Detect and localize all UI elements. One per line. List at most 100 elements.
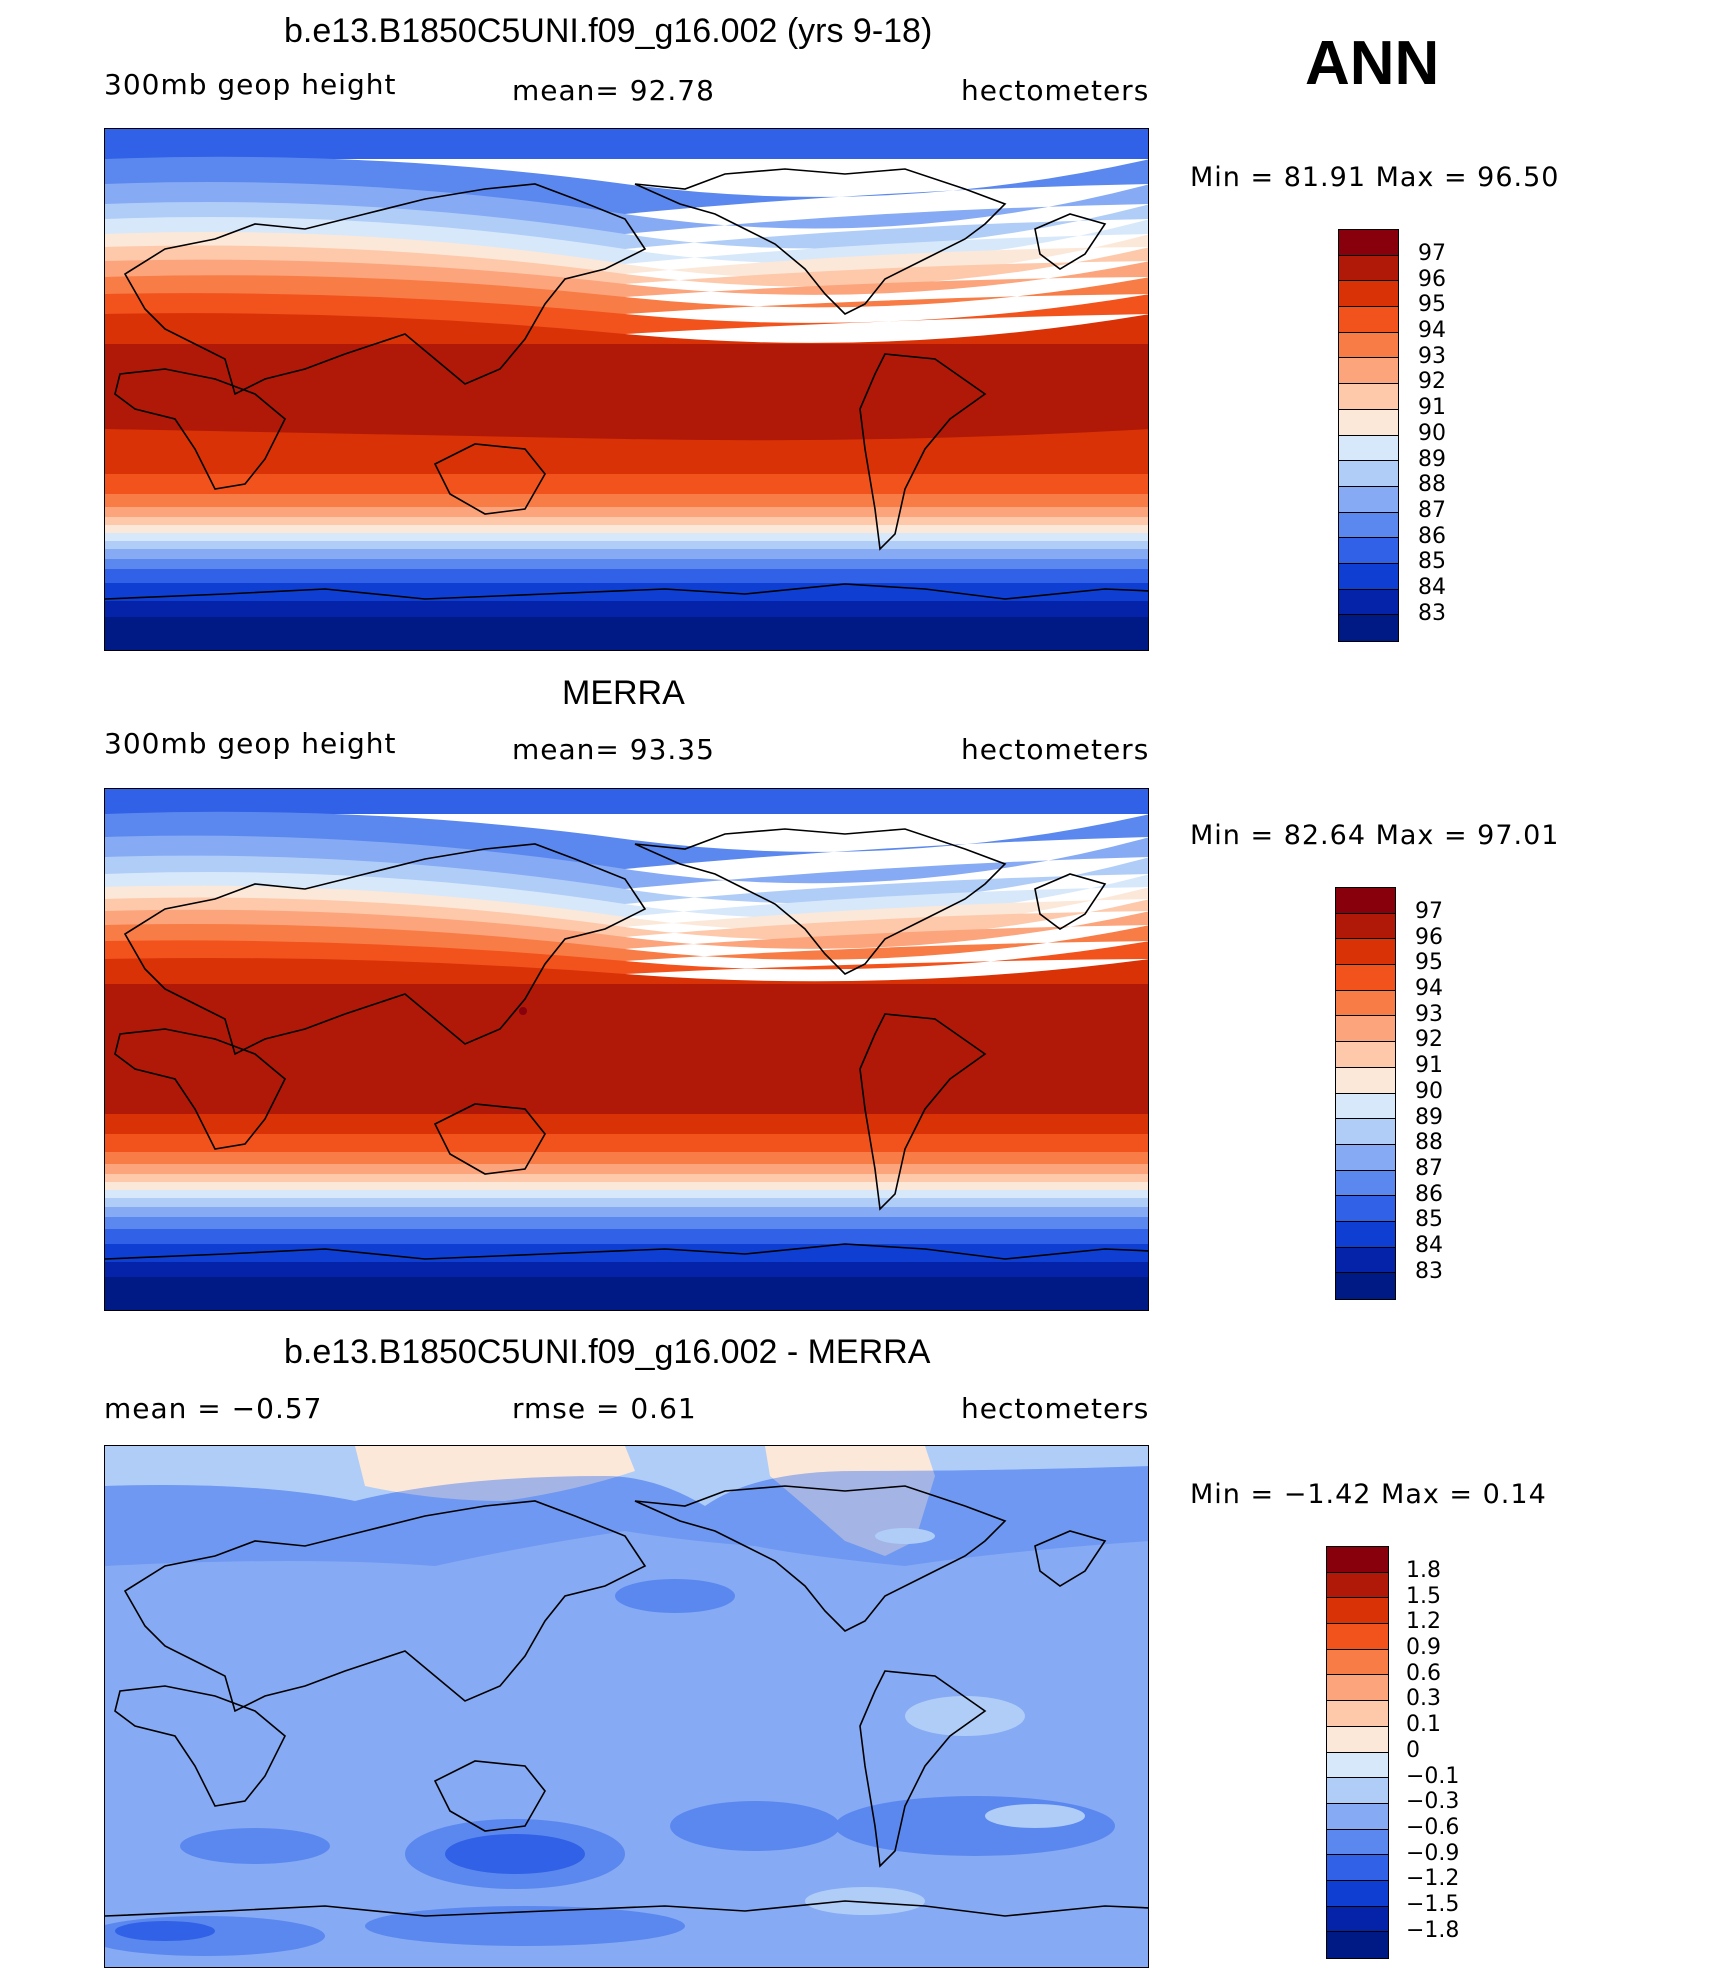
- colorbar-swatch: [1339, 615, 1398, 641]
- panel-3-center-label: rmse = 0.61: [512, 1392, 697, 1425]
- colorbar-label: 0.9: [1406, 1635, 1441, 1661]
- panel-2-left-label: 300mb geop height: [104, 727, 397, 760]
- colorbar-swatch: [1339, 409, 1398, 436]
- colorbar-label: 92: [1415, 1027, 1443, 1053]
- coastlines: [105, 828, 1148, 1260]
- colorbar-label: 95: [1418, 292, 1446, 318]
- colorbar-label: 95: [1415, 950, 1443, 976]
- colorbar-label: −0.9: [1406, 1840, 1460, 1866]
- colorbar-swatch: [1336, 1119, 1395, 1145]
- coastlines: [105, 168, 1148, 600]
- colorbar-swatch: [1327, 1752, 1388, 1779]
- colorbar-swatch: [1336, 1093, 1395, 1120]
- colorbar-swatch: [1336, 1221, 1395, 1248]
- colorbar-label: 86: [1418, 523, 1446, 549]
- colorbar-swatch: [1327, 1803, 1388, 1830]
- colorbar-label: −0.6: [1406, 1814, 1460, 1840]
- colorbar-label: 97: [1415, 899, 1443, 924]
- colorbar-swatch: [1339, 281, 1398, 308]
- colorbar-label: 83: [1415, 1258, 1443, 1284]
- colorbar-swatch: [1336, 913, 1395, 940]
- panel-3-colorbar: [1326, 1546, 1389, 1959]
- colorbar-swatch: [1336, 1144, 1395, 1171]
- colorbar-swatch: [1339, 589, 1398, 616]
- panel-1-minmax: Min = 81.91 Max = 96.50: [1190, 162, 1560, 193]
- colorbar-swatch: [1339, 538, 1398, 564]
- colorbar-label: 97: [1418, 241, 1446, 266]
- colorbar-label: −1.2: [1406, 1866, 1460, 1892]
- colorbar-swatch: [1327, 1572, 1388, 1599]
- panel-3-map: [104, 1445, 1149, 1968]
- colorbar-swatch: [1336, 939, 1395, 966]
- panel-2-title: MERRA: [562, 674, 685, 712]
- colorbar-label: 94: [1415, 976, 1443, 1002]
- panel-1-colorbar: [1338, 229, 1399, 642]
- colorbar-label: 0.6: [1406, 1660, 1441, 1686]
- colorbar-label: 1.8: [1406, 1558, 1441, 1583]
- colorbar-label: 89: [1415, 1104, 1443, 1130]
- panel-3-left-label: mean = −0.57: [104, 1392, 323, 1425]
- colorbar-swatch: [1327, 1675, 1388, 1702]
- colorbar-label: 1.5: [1406, 1583, 1441, 1609]
- colorbar-label: 0: [1406, 1737, 1420, 1763]
- colorbar-swatch: [1327, 1624, 1388, 1650]
- colorbar-swatch: [1339, 435, 1398, 462]
- colorbar-label: −0.3: [1406, 1789, 1460, 1815]
- colorbar-swatch: [1327, 1778, 1388, 1804]
- colorbar-swatch: [1339, 512, 1398, 539]
- panel-1-right-label: hectometers: [961, 74, 1150, 107]
- colorbar-swatch: [1339, 230, 1398, 256]
- colorbar-swatch: [1339, 563, 1398, 590]
- colorbar-swatch: [1339, 255, 1398, 282]
- colorbar-swatch: [1327, 1701, 1388, 1727]
- panel-3-right-label: hectometers: [961, 1392, 1150, 1425]
- panel-2-minmax: Min = 82.64 Max = 97.01: [1190, 820, 1560, 851]
- panel-2-map: [104, 788, 1149, 1311]
- colorbar-label: 94: [1418, 318, 1446, 344]
- colorbar-swatch: [1327, 1880, 1388, 1907]
- colorbar-label: 92: [1418, 369, 1446, 395]
- colorbar-swatch: [1336, 1170, 1395, 1197]
- colorbar-swatch: [1336, 888, 1395, 914]
- colorbar-label: 89: [1418, 446, 1446, 472]
- colorbar-label: −1.5: [1406, 1891, 1460, 1917]
- colorbar-swatch: [1336, 990, 1395, 1017]
- coastlines: [105, 1485, 1148, 1917]
- colorbar-label: 88: [1415, 1130, 1443, 1156]
- colorbar-swatch: [1336, 965, 1395, 991]
- colorbar-swatch: [1336, 1067, 1395, 1094]
- colorbar-swatch: [1327, 1855, 1388, 1881]
- colorbar-label: 86: [1415, 1181, 1443, 1207]
- panel-2-field: [105, 789, 1148, 1310]
- colorbar-label: 90: [1415, 1078, 1443, 1104]
- colorbar-label: 96: [1415, 924, 1443, 950]
- colorbar-swatch: [1336, 1016, 1395, 1043]
- colorbar-label: 96: [1418, 266, 1446, 292]
- colorbar-label: 87: [1415, 1155, 1443, 1181]
- colorbar-label: 1.2: [1406, 1609, 1441, 1635]
- colorbar-label: 0.3: [1406, 1686, 1441, 1712]
- panel-2-right-label: hectometers: [961, 733, 1150, 766]
- colorbar-label: 87: [1418, 497, 1446, 523]
- colorbar-label: 83: [1418, 600, 1446, 626]
- colorbar-label: 91: [1418, 395, 1446, 421]
- colorbar-label: 85: [1415, 1207, 1443, 1233]
- colorbar-swatch: [1336, 1273, 1395, 1299]
- colorbar-swatch: [1339, 486, 1398, 513]
- colorbar-swatch: [1336, 1042, 1395, 1068]
- colorbar-swatch: [1327, 1547, 1388, 1573]
- colorbar-swatch: [1327, 1906, 1388, 1933]
- colorbar-label: 88: [1418, 472, 1446, 498]
- colorbar-label: −0.1: [1406, 1763, 1460, 1789]
- colorbar-swatch: [1327, 1829, 1388, 1856]
- panel-1-title: b.e13.B1850C5UNI.f09_g16.002 (yrs 9-18): [284, 12, 933, 50]
- colorbar-label: 0.1: [1406, 1712, 1441, 1738]
- colorbar-label: −1.8: [1406, 1917, 1460, 1943]
- colorbar-label: 93: [1418, 343, 1446, 369]
- colorbar-label: 91: [1415, 1053, 1443, 1079]
- colorbar-swatch: [1327, 1932, 1388, 1958]
- panel-3-title: b.e13.B1850C5UNI.f09_g16.002 - MERRA: [284, 1333, 931, 1371]
- colorbar-swatch: [1327, 1726, 1388, 1753]
- panel-1-left-label: 300mb geop height: [104, 68, 397, 101]
- colorbar-swatch: [1327, 1649, 1388, 1676]
